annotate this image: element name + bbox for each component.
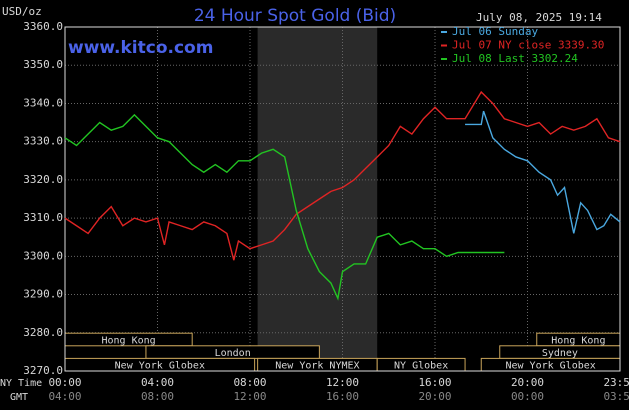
y-tick-label: 3270.0 xyxy=(23,364,63,377)
session-label: New York Globex xyxy=(505,361,595,372)
y-tick-label: 3360.0 xyxy=(23,20,63,33)
y-tick-label: 3290.0 xyxy=(23,288,63,301)
session-label: Hong Kong xyxy=(102,336,156,347)
series-line xyxy=(465,110,621,234)
session-label: London xyxy=(215,348,251,359)
series-line xyxy=(64,113,505,301)
session-label: New York NYMEX xyxy=(275,361,359,372)
x2-tick-label: 16:00 xyxy=(326,390,359,403)
y-tick-label: 3280.0 xyxy=(23,326,63,339)
plot-border xyxy=(64,26,621,372)
session-label: New York Globex xyxy=(115,361,205,372)
y-axis-label: USD/oz xyxy=(2,5,42,18)
x2-tick-label: 20:00 xyxy=(418,390,451,403)
legend-label: Jul 07 NY close 3339.30 xyxy=(452,39,604,52)
x-axis-label: NY Time xyxy=(0,378,42,389)
y-tick-label: 3330.0 xyxy=(23,135,63,148)
x2-axis-label: GMT xyxy=(10,392,28,403)
x2-tick-label: 04:00 xyxy=(48,390,81,403)
y-tick-label: 3340.0 xyxy=(23,96,63,109)
series-line xyxy=(64,90,621,261)
chart-subtitle: www.kitco.com xyxy=(68,38,213,58)
shaded-session xyxy=(257,27,378,371)
y-tick-label: 3310.0 xyxy=(23,211,63,224)
legend-label: Jul 08 Last 3302.24 xyxy=(452,52,578,65)
session-label: NY Globex xyxy=(394,361,448,372)
timestamp: July 08, 2025 19:14 xyxy=(476,11,602,24)
y-tick-label: 3320.0 xyxy=(23,173,63,186)
x-tick-label: 20:00 xyxy=(511,376,544,389)
y-tick-label: 3350.0 xyxy=(23,58,63,71)
x-tick-label: 04:00 xyxy=(141,376,174,389)
chart-title: 24 Hour Spot Gold (Bid) xyxy=(194,6,396,26)
session-label: Hong Kong xyxy=(551,336,605,347)
x-tick-label: 16:00 xyxy=(418,376,451,389)
legend-label: Jul 06 Sunday xyxy=(452,25,538,38)
x-tick-label: 23:59 xyxy=(603,376,629,389)
x2-tick-label: 08:00 xyxy=(141,390,174,403)
session-label: Sydney xyxy=(542,348,578,359)
x-tick-label: 12:00 xyxy=(326,376,359,389)
y-tick-label: 3300.0 xyxy=(23,249,63,262)
x2-tick-label: 03:59 xyxy=(603,390,629,403)
x2-tick-label: 12:00 xyxy=(233,390,266,403)
x2-tick-label: 00:00 xyxy=(511,390,544,403)
x-tick-label: 08:00 xyxy=(233,376,266,389)
x-tick-label: 00:00 xyxy=(48,376,81,389)
